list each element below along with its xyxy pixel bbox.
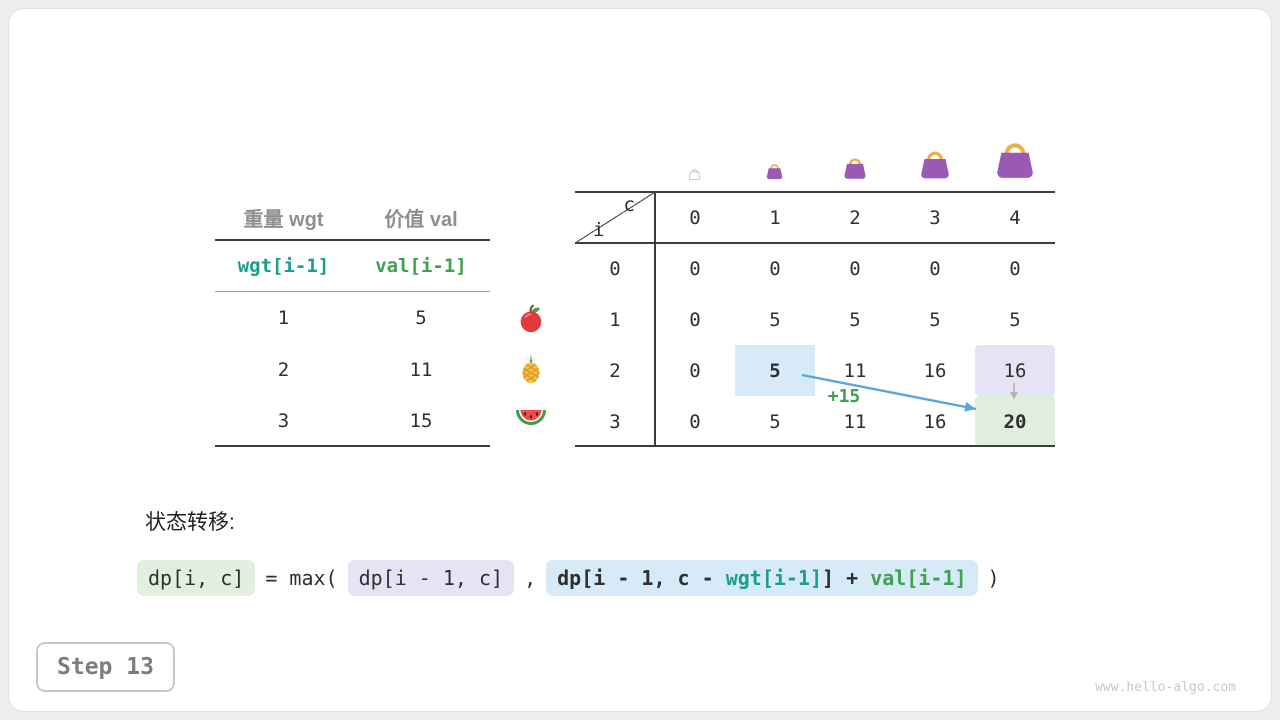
items-table-header-weight: 重量 wgt — [243, 209, 324, 231]
bag-icon-capacity-1 — [765, 161, 784, 180]
item-value: 5 — [415, 307, 427, 329]
dp-cell: 5 — [769, 308, 781, 331]
items-table-var-divider — [215, 291, 490, 292]
dp-corner-cell: i c — [575, 192, 655, 243]
bag-icon-capacity-2 — [842, 154, 868, 180]
added-value-annotation: +15 — [827, 386, 861, 407]
formula-comma: , — [524, 566, 537, 590]
dp-cell: 0 — [1009, 257, 1021, 280]
dp-cell-above-highlight: 16 — [975, 345, 1055, 396]
dp-table: i c 0 1 2 3 4 0 0 0 0 0 0 1 0 5 5 5 5 2 … — [575, 192, 1055, 447]
dp-cell: 16 — [923, 359, 947, 382]
formula-arg1-chip: dp[i - 1, c] — [347, 560, 515, 596]
dp-cell: 11 — [843, 410, 867, 433]
transition-formula: dp[i, c] = max( dp[i - 1, c] , dp[i - 1,… — [137, 560, 1000, 596]
dp-cell: 0 — [849, 257, 861, 280]
dp-col-header: 0 — [689, 206, 701, 229]
items-table: 重量 wgt 价值 val wgt[i-1] val[i-1] 1 5 2 11… — [215, 195, 490, 447]
dp-cell: 5 — [849, 308, 861, 331]
dp-cell: 5 — [769, 410, 781, 433]
dp-cell: 0 — [689, 410, 701, 433]
step-badge: Step 13 — [36, 642, 175, 692]
dp-row-header: 1 — [609, 308, 621, 331]
formula-operator: = max( — [265, 566, 338, 590]
dp-row-header: 3 — [609, 410, 621, 433]
row-axis-label: i — [593, 219, 605, 241]
dp-row-header: 2 — [609, 359, 621, 382]
items-table-var-val: val[i-1] — [375, 255, 467, 277]
dp-table-header-divider — [575, 242, 1055, 244]
item-value: 15 — [409, 410, 433, 432]
dp-cell: 5 — [929, 308, 941, 331]
dp-cell: 0 — [689, 308, 701, 331]
formula-arg2-chip: dp[i - 1, c - wgt[i-1]] + val[i-1] — [546, 560, 978, 596]
bag-icon-capacity-3 — [918, 146, 952, 180]
dp-cell: 0 — [689, 257, 701, 280]
dp-cell: 0 — [689, 359, 701, 382]
dp-col-header: 1 — [769, 206, 781, 229]
dp-cell: 16 — [923, 410, 947, 433]
formula-arg2-part2: ] + — [822, 566, 871, 590]
items-table-bottom-divider — [215, 445, 490, 447]
transition-section-label: 状态转移: — [145, 511, 235, 534]
dp-table-top-divider — [575, 191, 1055, 193]
item-value: 11 — [409, 358, 433, 381]
items-table-header-value: 价值 val — [384, 209, 458, 231]
bag-icon-capacity-4 — [993, 136, 1037, 180]
items-table-header-divider — [215, 239, 490, 241]
items-table-var-wgt: wgt[i-1] — [237, 255, 330, 277]
dp-col-header: 2 — [849, 206, 861, 229]
dp-cell-result-highlight: 20 — [975, 396, 1055, 447]
formula-arg2-wgt: wgt[i-1] — [725, 566, 823, 590]
col-axis-label: c — [623, 194, 635, 216]
dp-col-header: 3 — [929, 206, 941, 229]
dp-cell-source-highlight: 5 — [735, 345, 815, 396]
dp-cell: 5 — [1009, 308, 1021, 331]
formula-arg2-val: val[i-1] — [870, 566, 967, 590]
dp-cell: 0 — [929, 257, 941, 280]
item-weight: 1 — [277, 307, 290, 329]
pineapple-icon — [516, 354, 546, 384]
dp-row-header: 0 — [609, 257, 621, 280]
dp-cell: 0 — [769, 257, 781, 280]
dp-col-header: 4 — [1009, 206, 1021, 229]
item-weight: 3 — [277, 410, 290, 432]
formula-close-paren: ) — [987, 566, 1000, 590]
dp-table-bottom-divider — [575, 445, 1055, 447]
bag-icon-capacity-0 — [688, 167, 701, 180]
apple-icon — [516, 304, 546, 334]
watermelon-icon — [514, 407, 548, 433]
dp-table-vertical-divider — [654, 191, 656, 447]
formula-arg2-part1: dp[i - 1, c - — [557, 566, 726, 590]
watermark: www.hello-algo.com — [1095, 680, 1236, 695]
item-weight: 2 — [277, 358, 290, 381]
formula-lhs-chip: dp[i, c] — [137, 560, 256, 596]
